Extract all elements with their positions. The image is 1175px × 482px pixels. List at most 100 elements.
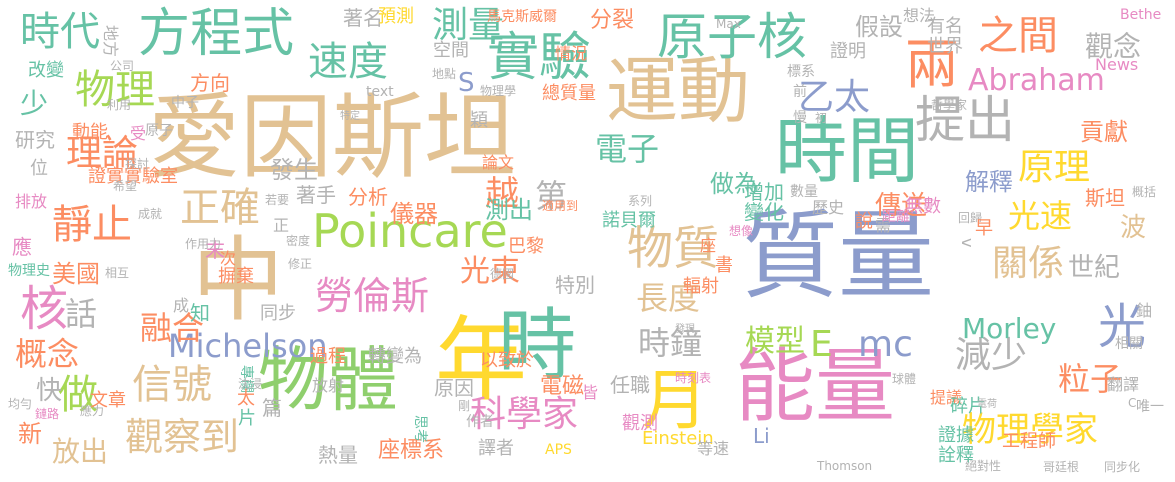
word-136: 思考 xyxy=(412,415,428,443)
word-101: 詮釋 xyxy=(938,445,974,466)
word-169: 數量 xyxy=(790,184,818,200)
word-175: 探討 xyxy=(125,157,150,171)
word-123: 書 xyxy=(715,255,733,276)
word-166: 發現 xyxy=(675,324,695,335)
word-59: 測出 xyxy=(485,196,533,224)
word-152: 慢 xyxy=(793,110,807,126)
word-57: 世紀 xyxy=(1068,253,1121,283)
word-78: 改變 xyxy=(28,60,64,81)
word-73: 美國 xyxy=(52,260,100,288)
word-188: 沈浸 xyxy=(238,377,263,391)
word-153: 歷史 xyxy=(812,198,845,217)
word-95: 以致於 xyxy=(480,350,534,371)
word-56: 少 xyxy=(20,87,49,120)
word-167: 時刻表 xyxy=(675,371,712,385)
word-151: 前 xyxy=(793,84,807,100)
word-12: 原子核 xyxy=(657,8,807,66)
word-129: 成 xyxy=(173,296,190,315)
word-46: 概念 xyxy=(15,335,80,373)
word-124: 輻射 xyxy=(683,276,719,297)
word-34: 科學家 xyxy=(470,394,579,435)
word-173: 德國 xyxy=(490,267,515,281)
word-c-195: C xyxy=(1128,396,1137,410)
word-114: 空間 xyxy=(433,40,469,61)
word-185: 鏈路 xyxy=(35,407,60,421)
word-26: 核 xyxy=(20,281,69,337)
word-9: 月 xyxy=(642,362,708,439)
word-47: 話 xyxy=(65,295,98,333)
word-13: 兩 xyxy=(905,33,959,96)
word-25: 光 xyxy=(1098,299,1147,355)
word-194: 早 xyxy=(975,218,993,239)
word-27: 靜止 xyxy=(52,202,132,248)
word-89: 轉變為 xyxy=(368,346,422,367)
word-36: 減少 xyxy=(955,335,1028,376)
word-132: 正 xyxy=(273,216,290,235)
word-michelson-39: Michelson xyxy=(168,327,328,365)
word-58: 儀器 xyxy=(390,200,438,228)
word-81: 排放 xyxy=(15,192,48,211)
word-150: 標系 xyxy=(787,64,815,80)
word-131: 次 xyxy=(220,249,237,268)
word-191: 初 xyxy=(815,111,828,125)
word-61: 分裂 xyxy=(590,8,635,33)
word-88: 過程 xyxy=(310,346,346,367)
word-3: 運動 xyxy=(606,49,751,133)
word-5: 中 xyxy=(192,227,285,334)
word-83: 新 xyxy=(18,420,42,448)
word-159: 鈾 xyxy=(1136,301,1153,320)
word-106: 波 xyxy=(1120,213,1147,243)
word-66: 著名 xyxy=(343,6,383,30)
word-176: 希望 xyxy=(113,179,138,193)
word-145: 原子 xyxy=(145,123,173,139)
word-104: 斯坦 xyxy=(1085,186,1125,210)
word-84: 增加 xyxy=(744,180,784,204)
word-54: 觀念 xyxy=(1085,30,1142,63)
word-abraham-23: Abraham xyxy=(968,63,1105,98)
word-181: 特定 xyxy=(340,111,360,122)
word-max-149: Max xyxy=(716,17,741,31)
word-161: 同步化 xyxy=(1104,460,1141,474)
word-134: 觀測 xyxy=(622,413,658,434)
word-165: 球體 xyxy=(892,372,917,386)
word-137: 作者 xyxy=(466,414,494,430)
word-154: 說 xyxy=(855,211,873,232)
word-70: 放出 xyxy=(52,435,109,468)
word-90: 著手 xyxy=(296,183,336,207)
word-111: 想法 xyxy=(903,6,936,25)
word-177: 成就 xyxy=(138,207,163,221)
word-99: 工程師 xyxy=(1002,431,1056,452)
word-44: 長度 xyxy=(636,279,701,317)
word-105: 無數 xyxy=(905,196,941,217)
word-1: 質量 xyxy=(742,200,934,312)
word-35: 物理學家 xyxy=(962,410,1098,450)
word-bethe-108: Bethe xyxy=(1120,7,1162,23)
word-183: 相互 xyxy=(105,266,130,280)
word-29: 理論 xyxy=(66,133,139,174)
word-160: 唯一 xyxy=(1136,399,1164,415)
word-121: 諾貝爾 xyxy=(602,210,656,231)
word-192: 回歸 xyxy=(958,211,983,225)
word-e-42: E xyxy=(810,324,833,365)
word-110: 有名 xyxy=(927,16,963,37)
word-172: 修正 xyxy=(288,257,313,271)
word-163: 絕對性 xyxy=(965,459,1002,473)
word-115: 情況 xyxy=(555,44,588,63)
word-87: 同步 xyxy=(260,303,296,324)
word-41: 模型 xyxy=(745,324,805,359)
word-116: 總質量 xyxy=(542,83,596,104)
word-75: 方向 xyxy=(190,71,230,95)
word-133: 放射 xyxy=(312,376,345,395)
word-102: 提議 xyxy=(930,388,963,407)
word-140: 太 xyxy=(237,388,255,409)
word-67: 預測 xyxy=(378,6,414,27)
word-21: 物理 xyxy=(75,67,155,113)
word-thomson-148: Thomson xyxy=(817,459,873,473)
word-32: 觀察到 xyxy=(125,415,240,459)
word-184: 均勻 xyxy=(8,397,33,411)
word-40: 時鐘 xyxy=(638,324,703,362)
word-143: 位 xyxy=(30,158,48,179)
word-92: 電磁 xyxy=(540,374,585,399)
word-126: 篇 xyxy=(262,396,282,420)
